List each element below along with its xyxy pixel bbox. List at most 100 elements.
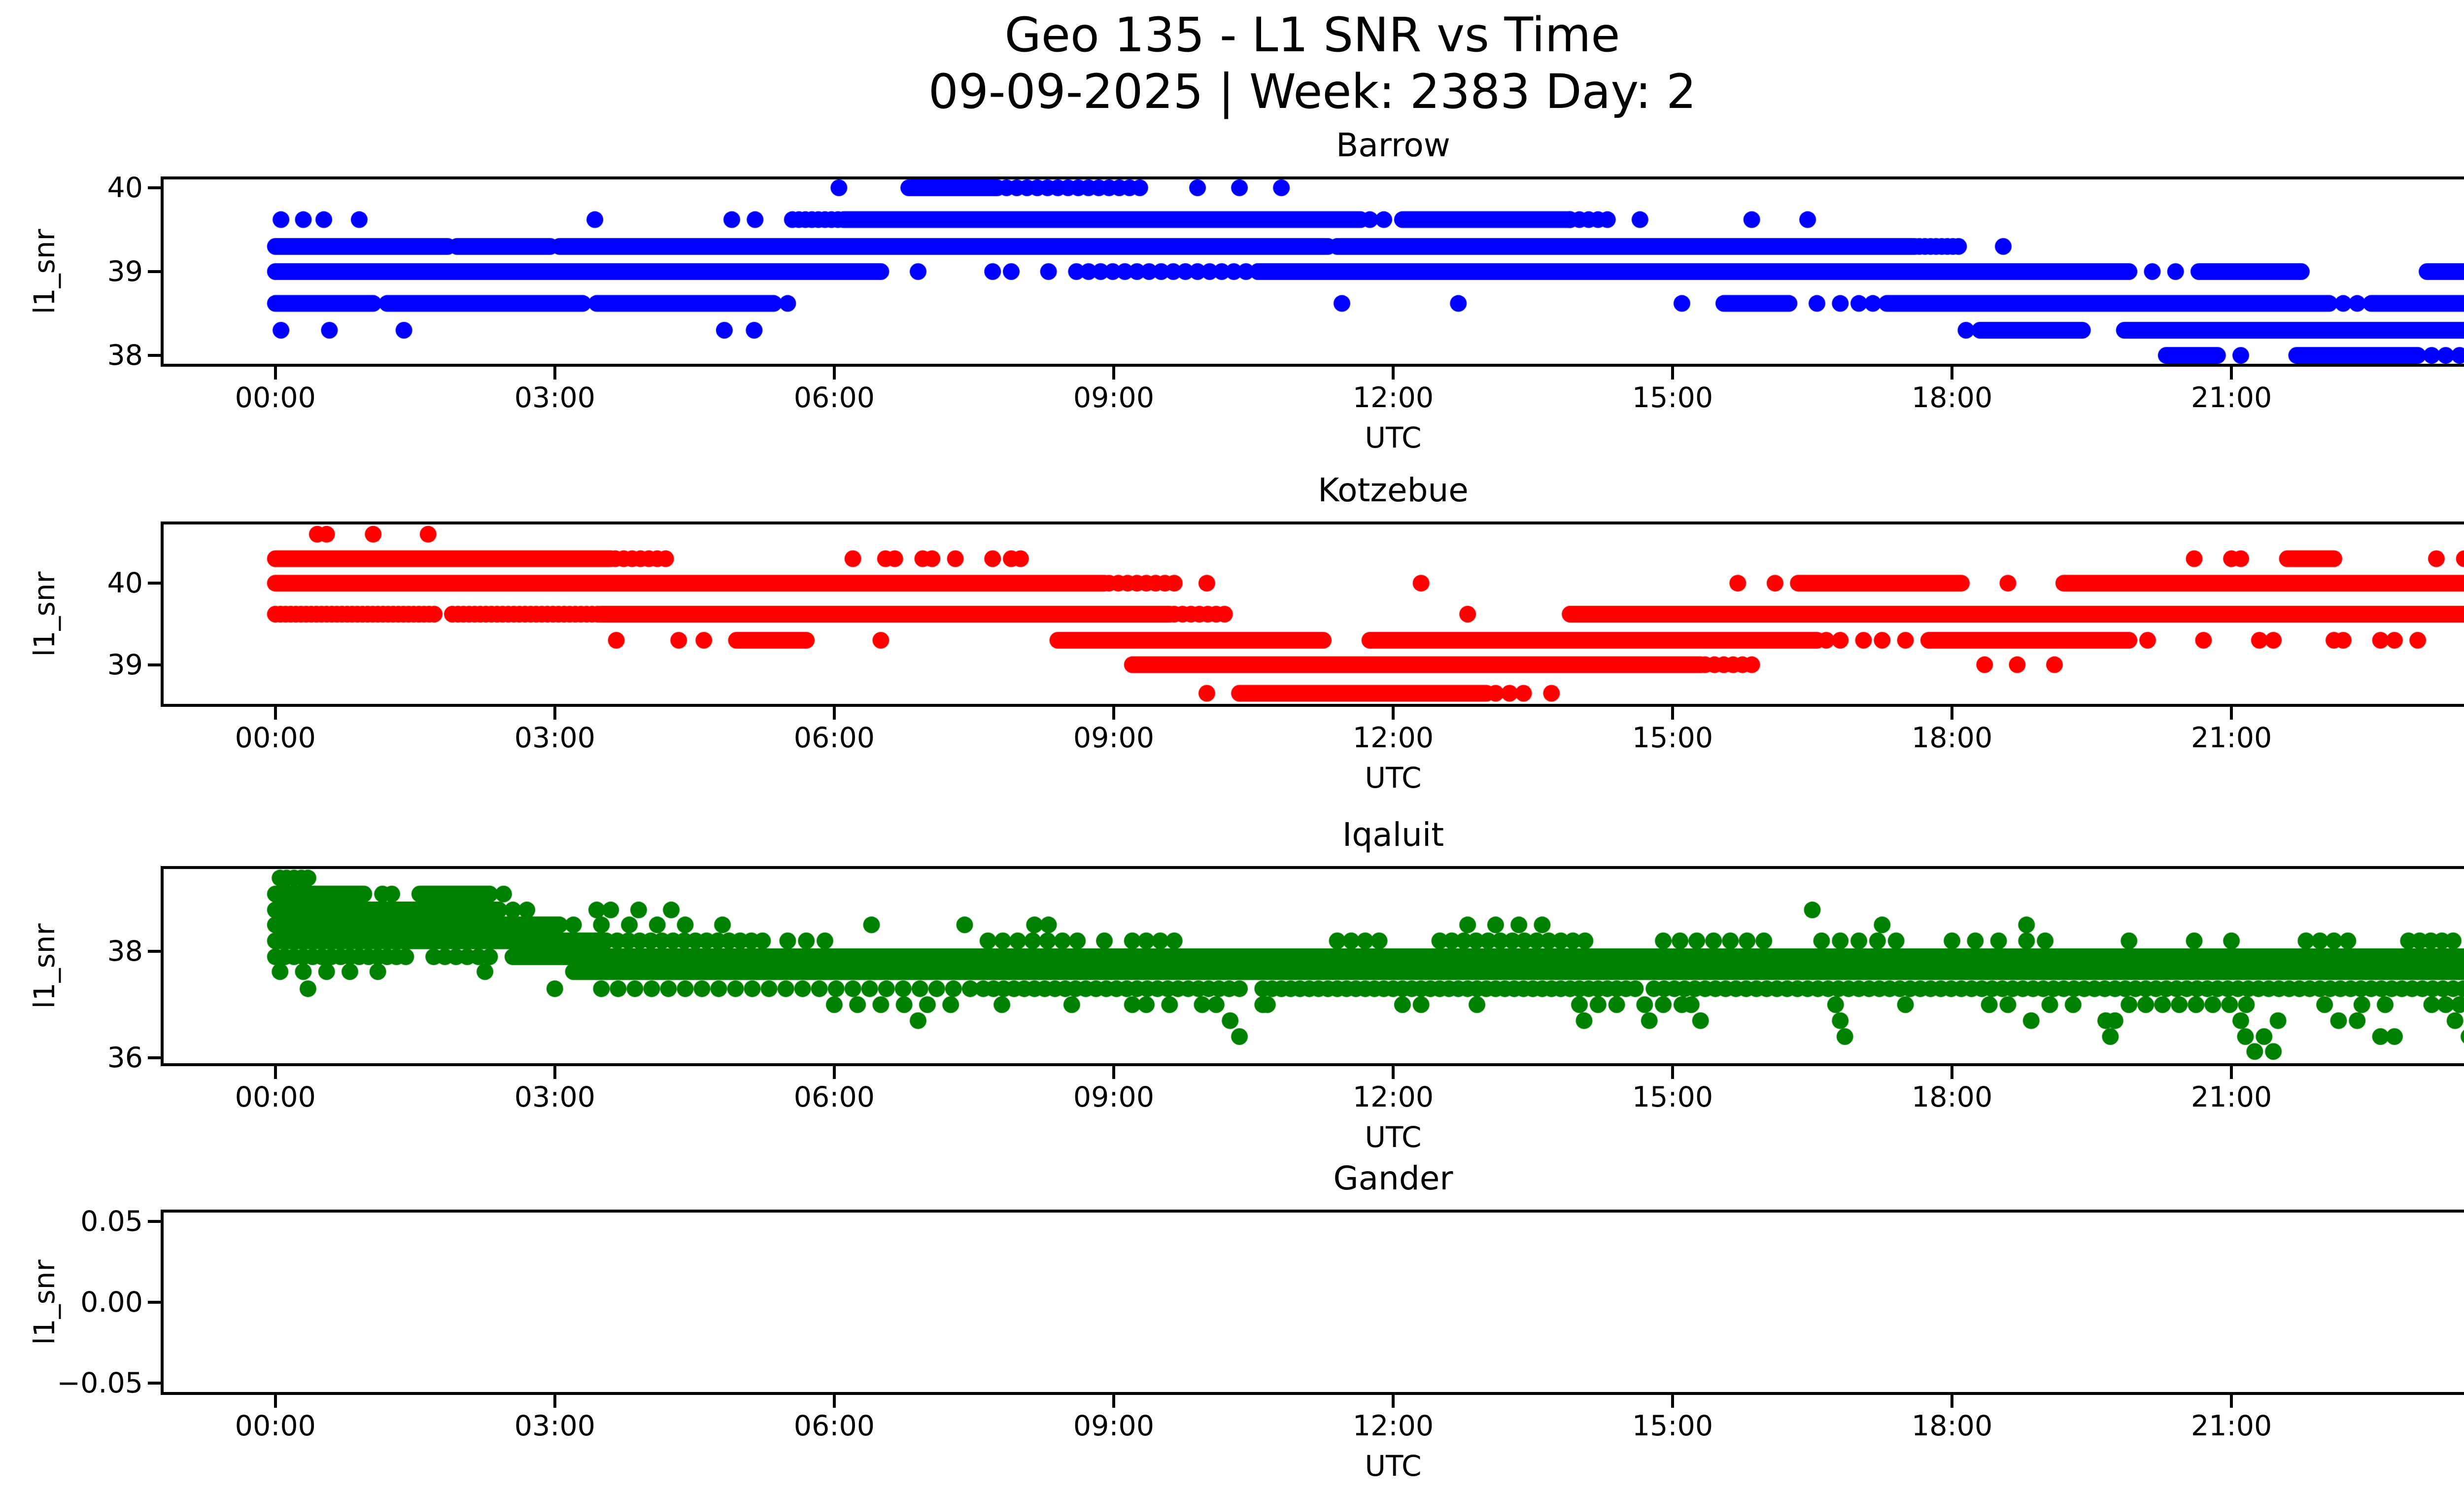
x-tick-label: 12:00 xyxy=(1352,382,1434,414)
x-tick-mark xyxy=(274,707,277,720)
x-tick-label: 15:00 xyxy=(1632,722,1713,754)
x-tick-mark xyxy=(274,367,277,380)
y-axis-label: l1_snr xyxy=(28,571,61,657)
x-tick-label: 18:00 xyxy=(1911,1081,1993,1113)
x-tick-label: 03:00 xyxy=(514,1081,595,1113)
x-tick-label: 06:00 xyxy=(793,1081,875,1113)
y-tick-mark xyxy=(148,950,161,953)
y-tick-label: 40 xyxy=(107,567,143,600)
x-tick-mark xyxy=(553,707,556,720)
y-axis-label: l1_snr xyxy=(28,229,61,314)
y-tick-label: 39 xyxy=(107,648,143,681)
y-tick-mark xyxy=(148,1301,161,1304)
x-tick-mark xyxy=(2230,707,2233,720)
x-tick-mark xyxy=(1951,1395,1954,1408)
x-tick-label: 18:00 xyxy=(1911,1410,1993,1442)
x-tick-mark xyxy=(832,1395,836,1408)
y-axis-label: l1_snr xyxy=(28,923,61,1009)
x-tick-label: 03:00 xyxy=(514,1410,595,1442)
x-tick-label: 00:00 xyxy=(235,1410,316,1442)
x-tick-label: 00:00 xyxy=(235,722,316,754)
x-axis-label: UTC xyxy=(1365,761,1422,795)
plot-area: −0.05 0.00 0.05 00:00 03:00 06:00 09:00 12:00 1… xyxy=(57,1205,2464,1483)
x-tick-mark xyxy=(832,367,836,380)
x-tick-mark xyxy=(832,707,836,720)
x-tick-label: 00:00 xyxy=(235,1081,316,1113)
y-tick-label: 38 xyxy=(107,339,143,372)
y-tick-label: 38 xyxy=(107,935,143,968)
figure-title-line1: Geo 135 - L1 SNR vs Time xyxy=(1004,7,1620,63)
x-tick-label: 03:00 xyxy=(514,382,595,414)
x-tick-label: 09:00 xyxy=(1073,382,1155,414)
x-tick-label: 21:00 xyxy=(2190,1081,2272,1113)
y-tick-mark xyxy=(148,270,161,273)
x-tick-mark xyxy=(553,1066,556,1079)
y-tick-label: −0.05 xyxy=(57,1366,143,1399)
x-tick-mark xyxy=(1671,367,1675,380)
x-tick-label: 15:00 xyxy=(1632,1081,1713,1113)
x-tick-label: 15:00 xyxy=(1632,382,1713,414)
y-tick-label: 39 xyxy=(107,255,143,288)
y-tick-mark xyxy=(148,1381,161,1385)
x-tick-mark xyxy=(1392,707,1395,720)
subplot-title: Gander xyxy=(1333,1159,1453,1197)
scatter-canvas xyxy=(164,524,2464,704)
y-tick-label: 0.05 xyxy=(80,1205,143,1238)
x-tick-label: 15:00 xyxy=(1632,1410,1713,1442)
x-tick-label: 18:00 xyxy=(1911,722,1993,754)
x-tick-label: 06:00 xyxy=(793,1410,875,1442)
x-tick-label: 21:00 xyxy=(2190,1410,2272,1442)
x-tick-mark xyxy=(553,367,556,380)
x-tick-mark xyxy=(1951,1066,1954,1079)
subplot-title: Kotzebue xyxy=(1318,471,1469,509)
plot-area: 38 39 40 00:00 03:00 06:00 09:00 12:00 15:00 18:… xyxy=(107,172,2464,454)
x-tick-label: 12:00 xyxy=(1352,1081,1434,1113)
y-tick-mark xyxy=(148,1056,161,1060)
scatter-canvas xyxy=(164,179,2464,364)
x-tick-mark xyxy=(1112,367,1115,380)
x-tick-mark xyxy=(1951,367,1954,380)
y-tick-label: 40 xyxy=(107,172,143,204)
y-tick-mark xyxy=(148,186,161,189)
plot-area: 39 40 00:00 03:00 06:00 09:00 12:00 15:00 18:00… xyxy=(107,522,2464,795)
x-tick-mark xyxy=(1671,1066,1675,1079)
x-tick-mark xyxy=(274,1395,277,1408)
scatter-canvas xyxy=(164,869,2464,1063)
x-tick-mark xyxy=(1392,1395,1395,1408)
subplot-title: Barrow xyxy=(1336,126,1450,164)
x-tick-label: 21:00 xyxy=(2190,382,2272,414)
subplot-barrow: Barrow l1_snr 38 39 40 00:00 03:00 06:00 09:0… xyxy=(28,126,2464,454)
x-tick-label: 09:00 xyxy=(1073,722,1155,754)
y-tick-mark xyxy=(148,354,161,357)
x-tick-mark xyxy=(1671,1395,1675,1408)
x-tick-mark xyxy=(1112,707,1115,720)
subplot-gander: Gander l1_snr −0.05 0.00 0.05 00:00 03:00 06… xyxy=(28,1159,2464,1483)
x-tick-label: 18:00 xyxy=(1911,382,1993,414)
y-tick-label: 36 xyxy=(107,1042,143,1075)
y-tick-mark xyxy=(148,1220,161,1223)
x-axis-label: UTC xyxy=(1365,1449,1422,1483)
x-tick-mark xyxy=(1392,1066,1395,1079)
y-tick-label: 0.00 xyxy=(80,1286,143,1319)
figure-title-line2: 09-09-2025 | Week: 2383 Day: 2 xyxy=(928,64,1697,120)
x-tick-label: 09:00 xyxy=(1073,1410,1155,1442)
x-tick-mark xyxy=(832,1066,836,1079)
x-tick-mark xyxy=(274,1066,277,1079)
x-tick-label: 00:00 xyxy=(235,382,316,414)
y-tick-mark xyxy=(148,582,161,585)
x-tick-mark xyxy=(2230,1395,2233,1408)
figure-title: Geo 135 - L1 SNR vs Time 09-09-2025 | We… xyxy=(0,7,2464,120)
x-tick-label: 06:00 xyxy=(793,382,875,414)
x-tick-mark xyxy=(553,1395,556,1408)
plot-area: 36 38 00:00 03:00 06:00 09:00 12:00 15:00 18:00… xyxy=(107,866,2464,1154)
x-tick-label: 06:00 xyxy=(793,722,875,754)
subplot-iqaluit: Iqaluit l1_snr 36 38 00:00 03:00 06:00 09:00… xyxy=(28,816,2464,1154)
subplot-kotzebue: Kotzebue l1_snr 39 40 00:00 03:00 06:00 09:0… xyxy=(28,471,2464,795)
x-tick-label: 09:00 xyxy=(1073,1081,1155,1113)
y-tick-mark xyxy=(148,663,161,666)
x-tick-mark xyxy=(1392,367,1395,380)
scatter-canvas xyxy=(164,1213,2464,1392)
x-tick-mark xyxy=(1951,707,1954,720)
y-axis-label: l1_snr xyxy=(28,1259,61,1345)
